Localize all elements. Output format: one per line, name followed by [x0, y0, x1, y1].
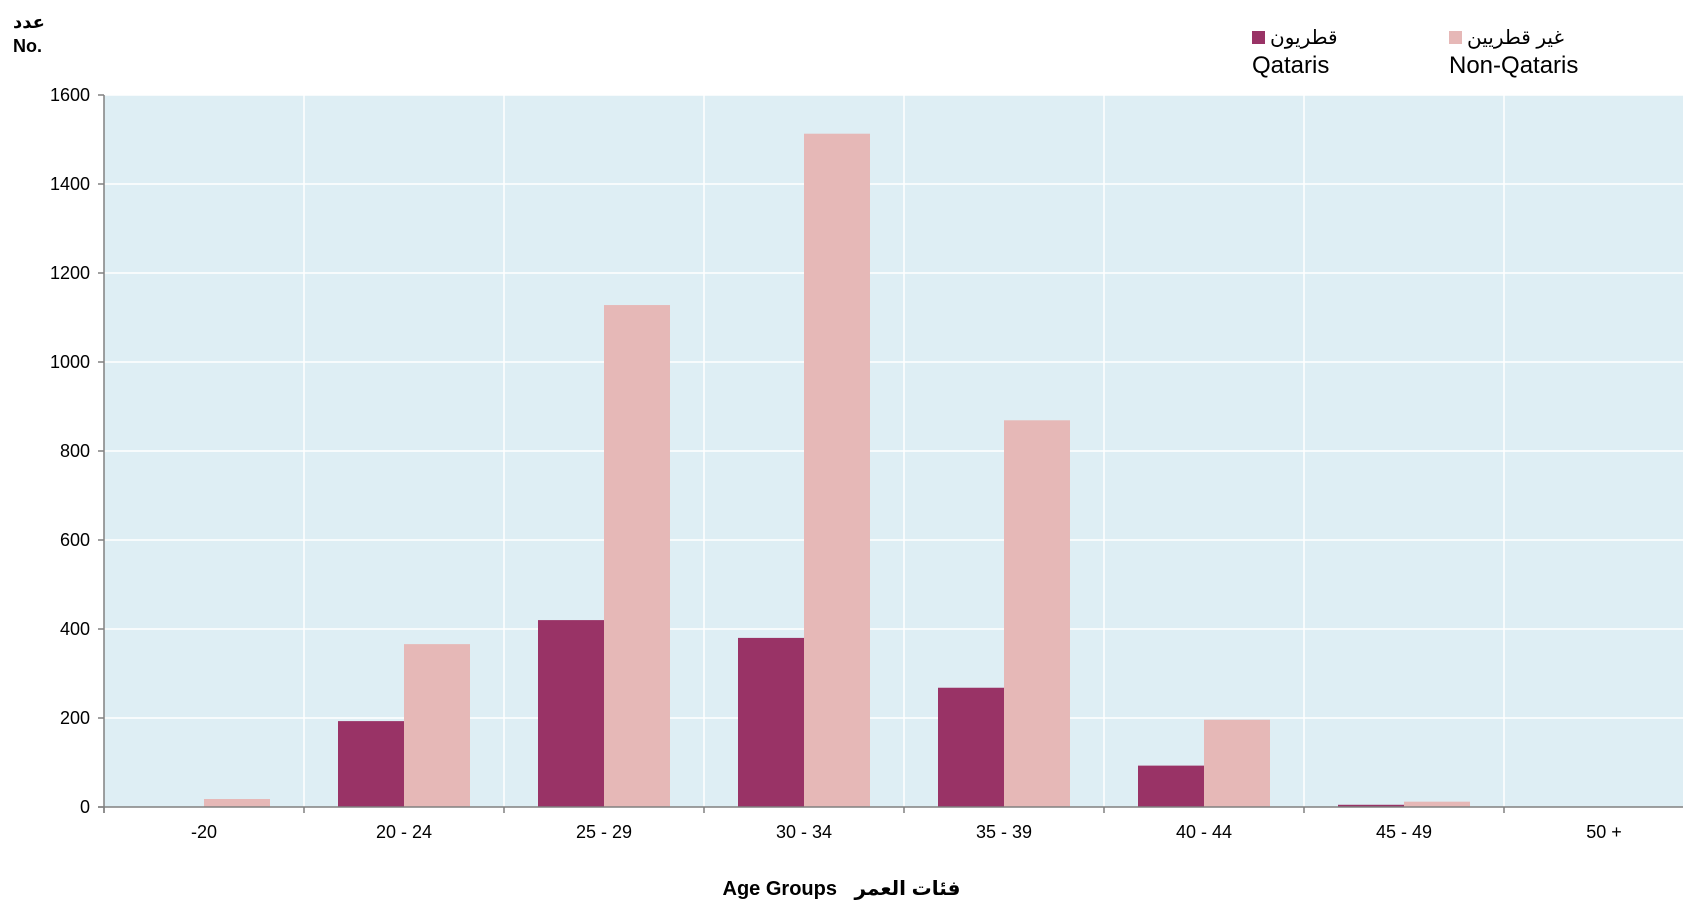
bar-non-qataris — [204, 798, 270, 807]
y-tick-label: 0 — [80, 797, 90, 817]
legend-swatch-qataris — [1252, 30, 1265, 44]
bar-non-qataris — [604, 305, 670, 807]
legend-label-qataris: Qataris — [1252, 52, 1330, 79]
x-tick-label: 45 - 49 — [1376, 822, 1432, 842]
legend-label-non-qataris-arabic: غير قطريين — [1467, 26, 1564, 49]
legend-item-qataris: قطريون Qataris — [1252, 24, 1338, 80]
y-tick-label: 1000 — [50, 352, 90, 372]
x-tick-label: 50 + — [1586, 822, 1622, 842]
bar-qataris — [1338, 804, 1404, 807]
x-tick-label: 35 - 39 — [976, 822, 1032, 842]
bar-non-qataris — [404, 644, 470, 807]
bar-non-qataris — [1204, 719, 1270, 807]
bar-qataris — [338, 721, 404, 807]
x-tick-label: 40 - 44 — [1176, 822, 1232, 842]
y-axis-label-arabic: عدد — [13, 12, 45, 32]
legend-label-qataris-arabic: قطريون — [1270, 26, 1338, 49]
y-tick-label: 1400 — [50, 174, 90, 194]
bar-non-qataris — [1004, 420, 1070, 807]
y-axis-label-english: No. — [13, 36, 42, 56]
bar-qataris — [938, 687, 1004, 807]
y-tick-label: 1200 — [50, 263, 90, 283]
y-tick-label: 200 — [60, 708, 90, 728]
bar-qataris — [1138, 765, 1204, 807]
x-tick-label: -20 — [191, 822, 217, 842]
bar-non-qataris — [804, 133, 870, 808]
x-tick-label: 30 - 34 — [776, 822, 832, 842]
y-axis-label: عدد No. — [13, 10, 45, 58]
x-tick-label: 20 - 24 — [376, 822, 432, 842]
legend-item-non-qataris: غير قطريين Non-Qataris — [1449, 24, 1578, 80]
x-axis-label-arabic: فئات العمر — [854, 878, 961, 900]
bar-qataris — [738, 637, 804, 807]
legend-swatch-non-qataris — [1449, 30, 1462, 44]
legend-label-non-qataris: Non-Qataris — [1449, 52, 1579, 79]
y-tick-label: 1600 — [50, 85, 90, 105]
y-tick-label: 600 — [60, 530, 90, 550]
bar-qataris — [538, 620, 604, 807]
x-tick-label: 25 - 29 — [576, 822, 632, 842]
x-axis-label: Age Groups فئات العمر — [0, 876, 1683, 901]
bar-non-qataris — [1404, 801, 1470, 807]
x-axis-label-english: Age Groups — [722, 878, 837, 900]
y-tick-label: 400 — [60, 619, 90, 639]
y-tick-label: 800 — [60, 441, 90, 461]
